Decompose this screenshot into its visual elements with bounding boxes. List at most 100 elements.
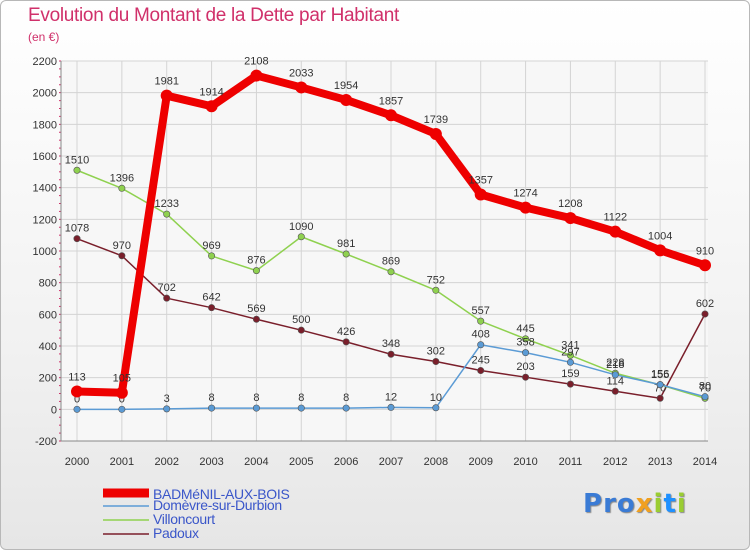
x-tick-label: 2005 — [289, 456, 313, 468]
data-point — [698, 259, 711, 272]
data-label: 1357 — [468, 174, 492, 186]
data-point — [522, 335, 530, 343]
x-tick-label: 2013 — [648, 456, 672, 468]
y-tick-label: 1600 — [33, 151, 57, 163]
legend: BADMéNIL-AUX-BOIS Domèvre-sur-Durbion Vi… — [101, 487, 421, 540]
y-tick-label: 1200 — [33, 214, 57, 226]
data-label: 105 — [113, 373, 131, 385]
x-tick-label: 2011 — [559, 456, 583, 468]
y-tick-label: 1000 — [33, 246, 57, 258]
data-label: 1078 — [65, 223, 89, 235]
x-tick-label: 2004 — [244, 456, 268, 468]
data-point — [566, 380, 574, 388]
data-point — [477, 367, 485, 375]
y-tick-label: 800 — [39, 278, 57, 290]
data-point — [566, 358, 574, 366]
y-tick-label: 2000 — [33, 88, 57, 100]
legend-swatch-domevre — [103, 505, 149, 507]
data-label: 8 — [253, 392, 259, 404]
data-label: 1954 — [334, 80, 358, 92]
data-label: 12 — [385, 391, 397, 403]
data-label: 1233 — [154, 198, 178, 210]
y-tick-label: 1800 — [33, 119, 57, 131]
data-point — [656, 381, 664, 389]
y-tick-label: 2200 — [33, 56, 57, 68]
data-point — [477, 341, 485, 349]
data-label: 245 — [472, 355, 490, 367]
y-tick-label: 1400 — [33, 183, 57, 195]
y-tick-label: 200 — [39, 373, 57, 385]
data-label: 702 — [158, 282, 176, 294]
data-label: 8 — [343, 392, 349, 404]
data-point — [654, 244, 667, 257]
proxiti-logo: Proxiti — [583, 489, 687, 519]
data-label: 0 — [74, 393, 80, 405]
data-point — [342, 250, 350, 258]
data-label: 602 — [696, 298, 714, 310]
data-label: 1208 — [558, 198, 582, 210]
data-label: 228 — [606, 357, 624, 369]
x-tick-label: 2010 — [513, 456, 537, 468]
data-point — [656, 394, 664, 402]
data-label: 8 — [209, 392, 215, 404]
x-tick-label: 2003 — [199, 456, 223, 468]
data-point — [342, 404, 350, 412]
data-label: 1004 — [648, 230, 672, 242]
data-label: 2033 — [289, 67, 313, 79]
data-point — [252, 404, 260, 412]
data-point — [118, 405, 126, 413]
data-label: 297 — [561, 346, 579, 358]
data-point — [342, 338, 350, 346]
x-tick-label: 2012 — [603, 456, 627, 468]
data-label: 910 — [696, 245, 714, 257]
data-point — [522, 349, 530, 357]
data-label: 80 — [699, 381, 711, 393]
data-label: 358 — [516, 337, 534, 349]
legend-label: Padoux — [153, 525, 199, 541]
data-point — [432, 286, 440, 294]
data-label: 8 — [298, 392, 304, 404]
data-point — [384, 109, 397, 122]
data-point — [205, 100, 218, 113]
data-point — [118, 184, 126, 192]
data-point — [432, 358, 440, 366]
data-point — [611, 371, 619, 379]
x-tick-label: 2014 — [693, 456, 717, 468]
y-tick-label: 0 — [51, 404, 57, 416]
data-label: 970 — [113, 240, 131, 252]
data-point — [208, 252, 216, 260]
data-label: 500 — [292, 314, 310, 326]
data-label: 981 — [337, 238, 355, 250]
data-label: 557 — [472, 305, 490, 317]
data-label: 155 — [651, 369, 669, 381]
data-point — [429, 127, 442, 140]
data-label: 642 — [202, 292, 220, 304]
data-point — [163, 210, 171, 218]
data-point — [432, 404, 440, 412]
data-label: 114 — [607, 375, 625, 387]
data-point — [71, 385, 83, 398]
data-point — [297, 233, 305, 241]
data-point — [701, 393, 709, 401]
data-point — [73, 235, 81, 243]
data-label: 218 — [606, 359, 624, 371]
data-label: 408 — [472, 329, 490, 341]
y-tick-label: 600 — [39, 309, 57, 321]
data-label: 1857 — [379, 95, 403, 107]
x-tick-label: 2007 — [379, 456, 403, 468]
data-label: 302 — [427, 346, 445, 358]
legend-label: Domèvre-sur-Durbion — [153, 497, 282, 513]
legend-item-badmenil: BADMéNIL-AUX-BOIS — [101, 487, 421, 501]
x-tick-label: 2008 — [424, 456, 448, 468]
data-label: 1739 — [424, 114, 448, 126]
data-label: 159 — [561, 368, 579, 380]
legend-swatch-badmenil — [103, 488, 149, 498]
legend-swatch-villoncourt — [103, 519, 149, 521]
data-point — [118, 252, 126, 260]
chart-title: Evolution du Montant de la Dette par Hab… — [28, 5, 399, 26]
data-point — [250, 69, 263, 82]
legend-label: Villoncourt — [153, 511, 215, 527]
data-label: 156 — [651, 369, 669, 381]
